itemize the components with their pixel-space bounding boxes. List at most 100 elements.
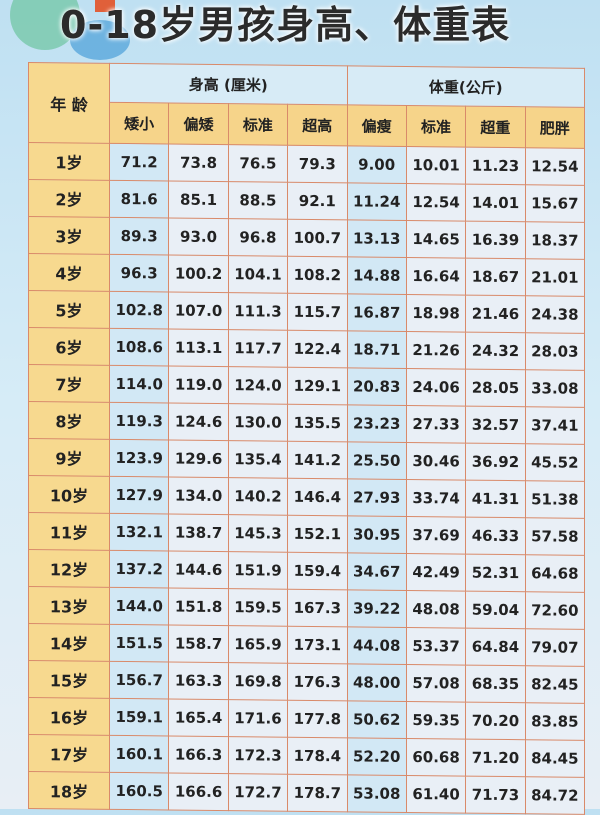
value-cell: 178.7 bbox=[287, 774, 347, 812]
value-cell: 85.1 bbox=[168, 180, 229, 219]
table-row: 2岁 81.6 85.1 88.5 92.1 11.24 12.54 14.01 15.67 bbox=[28, 179, 585, 223]
value-cell: 34.67 bbox=[347, 552, 407, 591]
value-cell: 12.54 bbox=[406, 183, 466, 222]
value-cell: 68.35 bbox=[465, 665, 526, 703]
value-cell: 144.6 bbox=[168, 550, 229, 589]
table-row: 6岁 108.6 113.1 117.7 122.4 18.71 21.26 24.32 28.… bbox=[28, 327, 585, 371]
value-cell: 159.5 bbox=[228, 588, 288, 627]
table-row: 9岁 123.9 129.6 135.4 141.2 25.50 30.46 36.92 45.… bbox=[28, 438, 585, 482]
value-cell: 14.65 bbox=[406, 220, 466, 259]
value-cell: 124.0 bbox=[228, 366, 288, 405]
value-cell: 129.1 bbox=[287, 367, 347, 405]
value-cell: 172.3 bbox=[228, 736, 288, 775]
value-cell: 132.1 bbox=[109, 513, 169, 551]
age-cell: 10岁 bbox=[28, 475, 110, 514]
value-cell: 70.20 bbox=[465, 702, 526, 740]
value-cell: 102.8 bbox=[109, 291, 169, 329]
value-cell: 57.58 bbox=[525, 517, 585, 556]
value-cell: 59.35 bbox=[406, 701, 466, 740]
value-cell: 166.3 bbox=[168, 735, 229, 774]
age-cell: 5岁 bbox=[28, 290, 110, 329]
value-cell: 18.37 bbox=[525, 221, 585, 260]
value-cell: 12.54 bbox=[525, 147, 585, 186]
table-row: 18岁 160.5 166.6 172.7 178.7 53.08 61.40 71.73 84… bbox=[28, 771, 585, 815]
value-cell: 165.9 bbox=[228, 625, 288, 664]
value-cell: 84.45 bbox=[525, 739, 585, 778]
value-cell: 171.6 bbox=[228, 699, 288, 738]
value-cell: 107.0 bbox=[168, 291, 229, 330]
value-cell: 27.93 bbox=[347, 478, 407, 517]
value-cell: 20.83 bbox=[347, 367, 407, 406]
value-cell: 53.08 bbox=[347, 774, 407, 813]
value-cell: 89.3 bbox=[109, 217, 169, 255]
value-cell: 57.08 bbox=[406, 664, 466, 703]
value-cell: 160.1 bbox=[109, 735, 169, 773]
value-cell: 177.8 bbox=[287, 700, 347, 738]
value-cell: 76.5 bbox=[228, 144, 288, 183]
age-cell: 6岁 bbox=[28, 327, 110, 366]
value-cell: 72.60 bbox=[525, 591, 585, 630]
value-cell: 141.2 bbox=[287, 441, 347, 479]
table-row: 16岁 159.1 165.4 171.6 177.8 50.62 59.35 70.20 83… bbox=[28, 697, 585, 741]
value-cell: 93.0 bbox=[168, 217, 229, 256]
decorative-shape bbox=[95, 0, 115, 12]
value-cell: 127.9 bbox=[109, 476, 169, 514]
value-cell: 124.6 bbox=[168, 402, 229, 441]
value-cell: 151.5 bbox=[109, 624, 169, 662]
value-cell: 11.24 bbox=[347, 182, 407, 221]
value-cell: 37.69 bbox=[406, 516, 466, 555]
value-cell: 30.46 bbox=[406, 442, 466, 481]
age-cell: 11岁 bbox=[28, 512, 110, 551]
value-cell: 122.4 bbox=[287, 330, 347, 368]
value-cell: 41.31 bbox=[465, 480, 526, 518]
value-cell: 108.6 bbox=[109, 328, 169, 366]
value-cell: 176.3 bbox=[287, 663, 347, 701]
value-cell: 11.23 bbox=[465, 147, 526, 185]
value-cell: 82.45 bbox=[525, 665, 585, 704]
value-cell: 42.49 bbox=[406, 553, 466, 592]
value-cell: 23.23 bbox=[347, 404, 407, 443]
value-cell: 18.98 bbox=[406, 294, 466, 333]
value-cell: 37.41 bbox=[525, 406, 585, 445]
table-row: 5岁 102.8 107.0 111.3 115.7 16.87 18.98 21.46 24.… bbox=[28, 290, 585, 334]
value-cell: 151.8 bbox=[168, 587, 229, 626]
value-cell: 129.6 bbox=[168, 439, 229, 478]
column-header: 标准 bbox=[228, 103, 288, 146]
column-header: 超高 bbox=[287, 104, 347, 146]
table-row: 8岁 119.3 124.6 130.0 135.5 23.23 27.33 32.57 37.… bbox=[28, 401, 585, 445]
value-cell: 88.5 bbox=[228, 181, 288, 220]
value-cell: 71.2 bbox=[109, 143, 169, 181]
value-cell: 146.4 bbox=[287, 478, 347, 516]
age-cell: 8岁 bbox=[28, 401, 110, 440]
value-cell: 144.0 bbox=[109, 587, 169, 625]
value-cell: 117.7 bbox=[228, 329, 288, 368]
value-cell: 16.39 bbox=[465, 221, 526, 259]
value-cell: 33.74 bbox=[406, 479, 466, 518]
value-cell: 135.4 bbox=[228, 440, 288, 479]
value-cell: 18.71 bbox=[347, 330, 407, 369]
value-cell: 113.1 bbox=[168, 328, 229, 367]
age-cell: 3岁 bbox=[28, 216, 110, 255]
column-header: 偏矮 bbox=[168, 102, 229, 145]
value-cell: 51.38 bbox=[525, 480, 585, 519]
value-cell: 151.9 bbox=[228, 551, 288, 590]
value-cell: 104.1 bbox=[228, 255, 288, 294]
value-cell: 137.2 bbox=[109, 550, 169, 588]
age-cell: 13岁 bbox=[28, 586, 110, 625]
value-cell: 152.1 bbox=[287, 515, 347, 553]
value-cell: 24.38 bbox=[525, 295, 585, 334]
age-cell: 9岁 bbox=[28, 438, 110, 477]
value-cell: 21.46 bbox=[465, 295, 526, 333]
value-cell: 50.62 bbox=[347, 700, 407, 739]
value-cell: 14.88 bbox=[347, 256, 407, 295]
value-cell: 166.6 bbox=[168, 772, 229, 811]
value-cell: 158.7 bbox=[168, 624, 229, 663]
value-cell: 79.07 bbox=[525, 628, 585, 667]
page-title: 0-18岁男孩身高、体重表 bbox=[60, 3, 511, 47]
table-row: 11岁 132.1 138.7 145.3 152.1 30.95 37.69 46.33 57… bbox=[28, 512, 585, 556]
table-row: 15岁 156.7 163.3 169.8 176.3 48.00 57.08 68.35 82… bbox=[28, 660, 585, 704]
value-cell: 13.13 bbox=[347, 219, 407, 258]
value-cell: 135.5 bbox=[287, 404, 347, 442]
value-cell: 159.4 bbox=[287, 552, 347, 590]
value-cell: 48.00 bbox=[347, 663, 407, 702]
